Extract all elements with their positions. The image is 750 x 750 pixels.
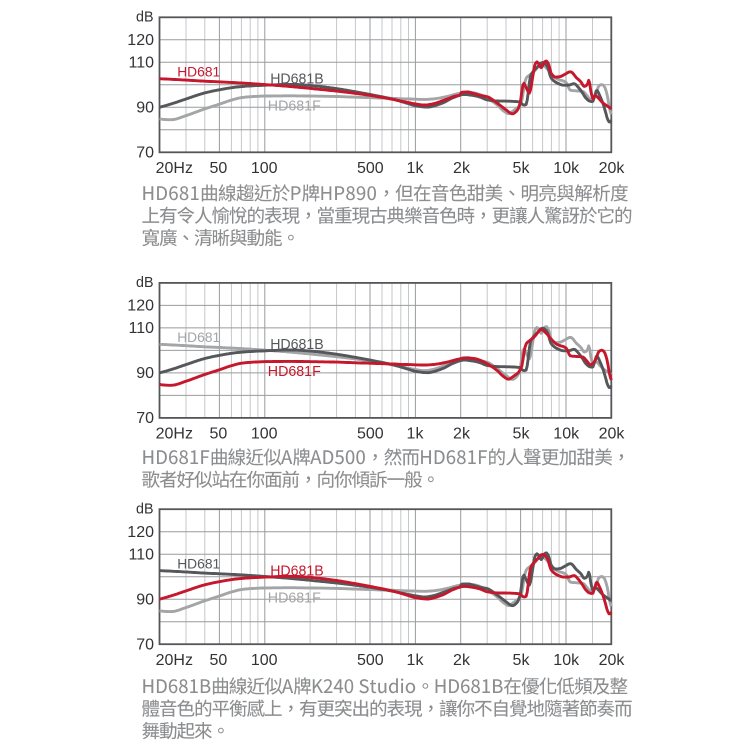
svg-text:20k: 20k <box>599 652 626 669</box>
svg-text:HD681F: HD681F <box>268 590 321 607</box>
svg-text:5k: 5k <box>513 160 531 177</box>
svg-text:110: 110 <box>128 55 154 72</box>
svg-text:70: 70 <box>136 637 154 654</box>
svg-text:120: 120 <box>127 524 154 541</box>
svg-text:90: 90 <box>136 365 154 382</box>
svg-text:1k: 1k <box>407 652 425 669</box>
svg-text:10k: 10k <box>553 426 580 443</box>
svg-text:dB: dB <box>136 275 154 291</box>
svg-text:50: 50 <box>210 160 228 177</box>
svg-text:5k: 5k <box>513 652 531 669</box>
svg-text:20Hz: 20Hz <box>156 160 193 177</box>
svg-text:20Hz: 20Hz <box>156 652 193 669</box>
svg-text:500: 500 <box>357 652 384 669</box>
svg-text:10k: 10k <box>553 652 580 669</box>
svg-text:1k: 1k <box>407 160 425 177</box>
svg-text:90: 90 <box>136 100 154 117</box>
svg-text:110: 110 <box>128 547 154 564</box>
svg-text:2k: 2k <box>453 160 471 177</box>
svg-text:100: 100 <box>251 426 278 443</box>
svg-text:50: 50 <box>210 652 228 669</box>
svg-text:110: 110 <box>128 320 154 337</box>
svg-text:1k: 1k <box>407 426 425 443</box>
svg-text:HD681: HD681 <box>177 64 220 80</box>
svg-text:120: 120 <box>127 298 154 315</box>
svg-text:70: 70 <box>136 145 154 162</box>
svg-text:20Hz: 20Hz <box>156 426 193 443</box>
svg-text:HD681B: HD681B <box>270 563 324 580</box>
svg-text:120: 120 <box>127 32 154 49</box>
svg-text:HD681B: HD681B <box>270 336 324 353</box>
svg-text:5k: 5k <box>513 426 531 443</box>
svg-text:HD681: HD681 <box>177 556 220 572</box>
svg-text:2k: 2k <box>453 652 471 669</box>
svg-text:20k: 20k <box>599 160 626 177</box>
svg-text:dB: dB <box>136 501 154 517</box>
svg-text:2k: 2k <box>453 426 471 443</box>
svg-text:10k: 10k <box>553 160 580 177</box>
svg-text:50: 50 <box>210 426 228 443</box>
svg-text:70: 70 <box>136 410 154 427</box>
svg-text:500: 500 <box>357 426 384 443</box>
svg-text:90: 90 <box>136 592 154 609</box>
svg-text:HD681: HD681 <box>177 329 220 345</box>
svg-text:100: 100 <box>251 160 278 177</box>
svg-text:100: 100 <box>251 652 278 669</box>
svg-text:HD681F: HD681F <box>268 363 321 380</box>
svg-text:20k: 20k <box>599 426 626 443</box>
svg-text:HD681F: HD681F <box>268 98 321 115</box>
svg-text:dB: dB <box>136 10 154 26</box>
svg-text:HD681B: HD681B <box>270 71 324 88</box>
svg-text:500: 500 <box>357 160 384 177</box>
